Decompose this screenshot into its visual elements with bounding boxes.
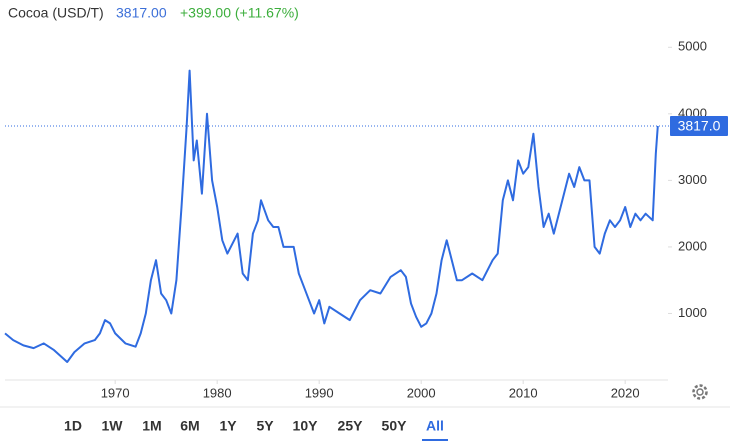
range-button[interactable]: 10Y <box>293 418 319 434</box>
range-button[interactable]: 50Y <box>382 418 408 434</box>
range-button[interactable]: 1M <box>142 418 161 434</box>
settings-icon[interactable] <box>692 384 708 400</box>
last-price-label: 3817.0 <box>678 118 721 134</box>
x-tick-label: 2000 <box>407 385 436 400</box>
range-button[interactable]: 1Y <box>219 418 237 434</box>
price-change: +399.00 (+11.67%) <box>180 5 299 21</box>
range-button[interactable]: 25Y <box>338 418 364 434</box>
range-button[interactable]: 1D <box>64 418 82 434</box>
range-button[interactable]: 5Y <box>256 418 274 434</box>
range-button[interactable]: All <box>426 418 444 434</box>
x-tick-label: 2010 <box>509 385 538 400</box>
price-line <box>4 69 659 363</box>
y-tick-label: 5000 <box>678 39 707 54</box>
price: 3817.00 <box>116 5 167 21</box>
last-price-box <box>670 116 728 137</box>
range-button[interactable]: 6M <box>180 418 199 434</box>
x-tick-label: 1970 <box>101 385 130 400</box>
y-tick-label: 2000 <box>678 238 707 253</box>
instrument-name: Cocoa (USD/T) <box>8 5 104 21</box>
x-tick-label: 1980 <box>203 385 232 400</box>
range-button[interactable]: 1W <box>102 418 124 434</box>
x-tick-label: 2020 <box>611 385 640 400</box>
y-tick-label: 3000 <box>678 172 707 187</box>
x-tick-label: 1990 <box>305 385 334 400</box>
y-tick-label: 1000 <box>678 305 707 320</box>
